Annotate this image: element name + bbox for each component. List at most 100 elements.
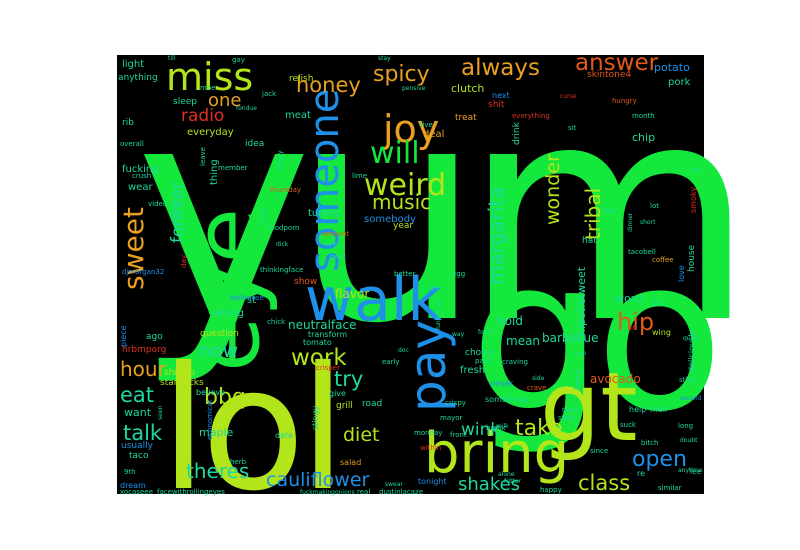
word: leave <box>199 147 207 166</box>
word: pack <box>475 357 493 365</box>
word: re <box>637 469 645 478</box>
word: something <box>485 395 527 404</box>
word: mean <box>506 334 540 348</box>
word: short <box>640 219 656 226</box>
word: sit <box>568 124 577 132</box>
word: early <box>382 358 400 366</box>
word: head <box>573 370 582 390</box>
word: happy <box>540 486 562 494</box>
word: stick <box>679 376 696 384</box>
word: ooo <box>575 350 586 357</box>
word: music <box>372 190 431 214</box>
word: take <box>515 416 563 441</box>
word: suck <box>620 421 637 429</box>
word: norfolk <box>171 200 179 225</box>
word: idea <box>245 139 264 149</box>
word: overall <box>120 140 144 148</box>
word: flavor <box>335 287 369 301</box>
word: stingy <box>311 405 320 430</box>
word: crisper <box>316 364 340 372</box>
word: word <box>615 292 642 305</box>
word: choice <box>465 348 495 358</box>
word: somebody <box>364 214 416 225</box>
word: break <box>486 424 507 432</box>
word: give <box>329 389 346 398</box>
word: bring <box>424 421 569 486</box>
word: one <box>208 90 242 111</box>
word: answer <box>575 50 659 76</box>
word: foodporn <box>268 224 299 232</box>
word: gay <box>232 56 245 64</box>
word: fritter <box>504 478 522 485</box>
word: hip <box>617 308 654 336</box>
word: light <box>122 59 144 70</box>
word: shit <box>488 100 505 110</box>
word: house <box>687 244 697 272</box>
word: fee <box>690 468 701 476</box>
word: gt <box>540 353 638 463</box>
word: believe <box>196 388 225 397</box>
word: eye <box>175 208 280 372</box>
word: way <box>452 331 465 338</box>
word: thing <box>209 159 220 185</box>
word: chip <box>632 131 655 144</box>
word: lol <box>160 331 340 529</box>
word: sleep <box>173 97 197 107</box>
word: member <box>218 164 248 172</box>
word: open <box>632 447 687 472</box>
word: video <box>148 200 167 208</box>
word: question <box>200 329 239 339</box>
word: sweet <box>117 207 150 290</box>
word: go <box>470 213 716 458</box>
word: barbecue <box>542 331 599 345</box>
word: tribal <box>581 188 605 240</box>
word: five <box>420 121 433 129</box>
word: put <box>652 299 664 307</box>
word: treat <box>455 113 477 123</box>
word: crush <box>132 172 151 180</box>
word: 9th <box>124 468 136 476</box>
word: today <box>562 407 580 414</box>
word: see <box>428 284 440 292</box>
word: never <box>490 379 514 388</box>
word: jack <box>261 90 277 98</box>
word: pensive <box>402 85 426 92</box>
word: fresh <box>460 365 485 376</box>
word: neutralface <box>288 318 356 332</box>
word: everyday <box>187 127 234 138</box>
word: bitch <box>641 439 658 447</box>
word: pay <box>399 320 457 412</box>
word: class <box>578 471 630 495</box>
word: dinner <box>627 212 634 232</box>
word: now <box>199 340 238 362</box>
word: relish <box>289 74 313 84</box>
word: doubt <box>680 437 698 444</box>
word: facewithrollingeyes <box>157 488 225 496</box>
word: rib <box>122 118 134 128</box>
word: radio <box>181 106 224 126</box>
word: egg <box>452 270 465 278</box>
word: date <box>275 431 293 440</box>
word: shakes <box>458 474 520 495</box>
word: thursday <box>270 186 301 194</box>
word: beat <box>330 253 346 261</box>
word: joy <box>382 107 439 151</box>
word: wonder <box>542 154 564 225</box>
word: walk <box>305 265 443 335</box>
word: djmorgan32 <box>122 268 164 276</box>
word: milk <box>496 423 509 430</box>
word: hour <box>120 357 167 381</box>
word: theres <box>186 459 249 483</box>
word: try <box>334 367 363 391</box>
word: doc <box>398 347 409 354</box>
word: alone <box>498 471 515 478</box>
word: ago <box>146 332 163 342</box>
word: dustinlacaze <box>379 488 423 496</box>
word: monday <box>414 429 442 437</box>
word: usually <box>121 441 154 451</box>
word: deliciously <box>687 330 696 372</box>
word: someone <box>302 89 348 272</box>
word: pork <box>668 77 691 88</box>
word: road <box>362 399 382 409</box>
word: mall <box>650 405 667 414</box>
